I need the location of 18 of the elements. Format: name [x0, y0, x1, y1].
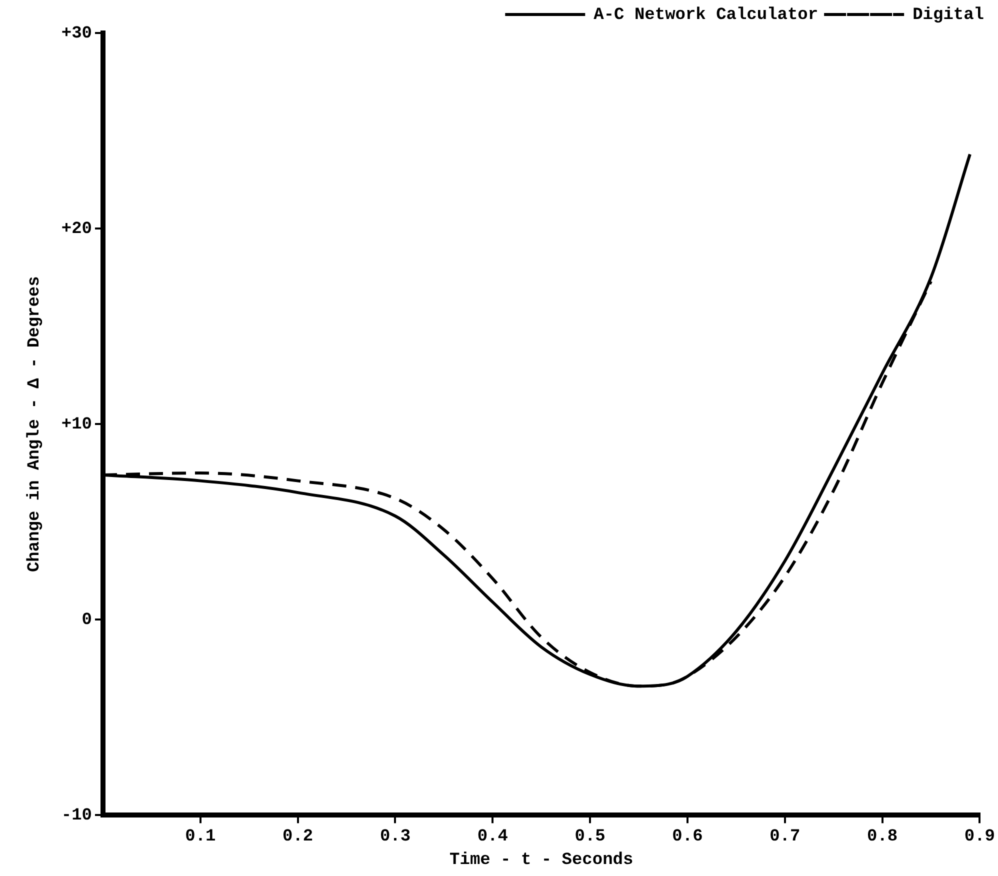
y-tick-label: +10: [61, 415, 92, 434]
x-axis-title: Time - t - Seconds: [450, 851, 634, 870]
y-axis-title: Change in Angle - Δ - Degrees: [25, 276, 44, 572]
x-tick-label: 0.1: [185, 828, 216, 847]
y-tick-label: -10: [61, 806, 92, 826]
x-tick-label: 0.6: [672, 828, 703, 847]
y-tick-label: +30: [61, 24, 92, 44]
x-tick-label: 0.3: [380, 828, 411, 847]
x-tick-label: 0.9: [964, 828, 995, 847]
x-tick-label: 0.8: [866, 828, 898, 847]
y-tick-label: +20: [61, 220, 92, 239]
x-tick-label: 0.7: [770, 828, 800, 847]
legend-label: Digital: [912, 6, 984, 25]
y-tick-label: 0: [82, 610, 92, 630]
x-tick-label: 0.5: [574, 828, 606, 847]
legend-label: A-C Network Calculator: [594, 6, 818, 25]
x-tick-label: 0.4: [477, 828, 508, 847]
x-tick-label: 0.2: [282, 828, 314, 847]
